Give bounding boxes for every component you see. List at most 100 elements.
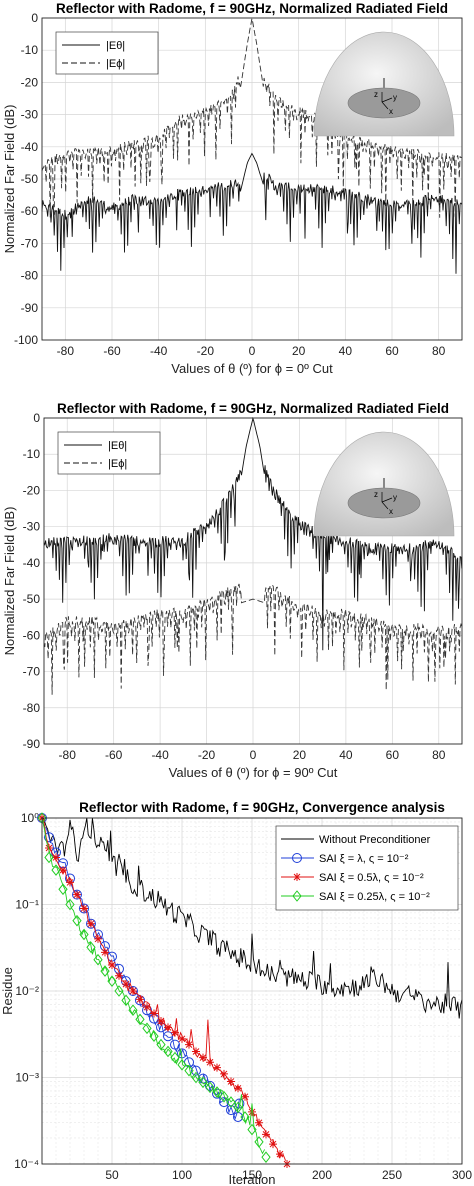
x-tick-label: 300 <box>452 1168 472 1182</box>
legend-label: SAI ξ = 0.25λ, ς = 10⁻² <box>319 891 430 903</box>
marker-diamond <box>240 1111 250 1123</box>
x-tick-label: -40 <box>150 344 168 358</box>
marker-diamond <box>142 1022 152 1035</box>
marker-asterisk <box>227 1077 235 1086</box>
series-line <box>43 583 463 695</box>
marker-asterisk <box>122 980 130 989</box>
marker-asterisk <box>136 995 144 1004</box>
marker-diamond <box>170 1051 180 1064</box>
marker-diamond <box>184 1064 194 1077</box>
series-line <box>41 18 462 218</box>
x-tick-label: 60 <box>386 748 400 762</box>
marker-asterisk <box>178 1034 186 1043</box>
marker-asterisk <box>150 1009 158 1018</box>
axis-letter: z <box>374 90 378 99</box>
chart-panel-1: -80 -60 -40 -20 0 20 40 60 80 0 -10 -20 -30 -40 -50 -60… <box>2 1 463 376</box>
y-tick-label: 0 <box>33 411 40 425</box>
x-tick-label: 200 <box>312 1168 332 1182</box>
marker-asterisk <box>73 890 81 899</box>
y-tick-label: 10⁻² <box>15 984 39 998</box>
marker-diamond <box>205 1081 215 1094</box>
y-tick-label: -70 <box>23 665 41 679</box>
marker-asterisk <box>101 948 109 957</box>
marker-asterisk <box>52 853 60 862</box>
marker-asterisk <box>157 1017 165 1025</box>
y-tick-label: -40 <box>21 140 39 154</box>
legend: Without Preconditioner SAI ξ = λ, ς = 10⁻… <box>275 825 459 911</box>
marker-asterisk <box>241 1092 249 1101</box>
y-tick-label: -80 <box>23 701 41 715</box>
x-axis-arrow <box>381 101 389 110</box>
marker-circle <box>163 1031 173 1042</box>
series-line <box>43 416 463 651</box>
marker-diamond <box>247 1123 257 1136</box>
x-tick-label: 80 <box>432 748 446 762</box>
y-tick-label: -40 <box>23 556 41 570</box>
y-tick-label: 10⁰ <box>21 811 39 825</box>
x-tick-label: -80 <box>59 748 77 762</box>
marker-asterisk <box>164 1023 172 1032</box>
marker-circle <box>219 1097 229 1108</box>
marker-diamond <box>128 1004 138 1016</box>
marker-circle <box>86 918 96 929</box>
x-tick-label: 150 <box>242 1168 262 1182</box>
legend: |Eθ| |Eϕ| <box>57 431 161 475</box>
marker-diamond <box>226 1096 236 1108</box>
axis-letter: x <box>389 507 393 516</box>
x-tick-label: 40 <box>339 344 353 358</box>
marker-asterisk <box>269 1140 277 1149</box>
y-tick-label: 0 <box>31 11 38 25</box>
y-tick-label: -50 <box>21 172 39 186</box>
marker-asterisk <box>234 1084 242 1093</box>
legend-box <box>57 431 161 475</box>
x-tick-label: 60 <box>385 344 399 358</box>
marker-asterisk <box>262 1130 270 1139</box>
y-axis-arrow <box>381 497 393 503</box>
marker-asterisk <box>129 987 137 995</box>
x-axis-arrow <box>381 501 389 510</box>
x-tick-label: -80 <box>57 344 75 358</box>
marker-asterisk <box>108 960 116 969</box>
x-tick-label: -60 <box>103 344 121 358</box>
marker-circle <box>170 1039 180 1050</box>
x-axis-label: Values of θ (º) for ϕ = 90º Cut <box>169 765 338 780</box>
x-tick-label: -20 <box>197 344 215 358</box>
legend-box <box>55 31 159 75</box>
y-axis-label: Residue <box>0 967 15 1015</box>
y-tick-label: -20 <box>23 483 41 497</box>
chart-title: Reflector with Radome, f = 90GHz, Normal… <box>56 1 448 16</box>
marker-asterisk <box>87 919 95 928</box>
y-tick-label: -60 <box>21 204 39 218</box>
y-axis-label: Normalized Far Field (dB) <box>2 507 17 656</box>
y-tick-label: -80 <box>21 269 39 283</box>
legend-label: |Eθ| <box>108 440 127 452</box>
series-line <box>41 152 463 274</box>
plot-frame <box>43 417 463 745</box>
marker-diamond <box>149 1030 159 1043</box>
marker-asterisk <box>80 904 88 913</box>
y-tick-label: -50 <box>23 592 41 606</box>
marker-asterisk <box>255 1118 263 1127</box>
x-tick-label: 250 <box>382 1168 402 1182</box>
marker-asterisk <box>94 934 102 943</box>
x-tick-label: 20 <box>293 748 307 762</box>
marker-asterisk <box>199 1053 207 1062</box>
x-tick-label: -40 <box>151 748 169 762</box>
y-tick-label: 10⁻³ <box>15 1071 39 1085</box>
y-tick-label: -70 <box>21 236 39 250</box>
marker-diamond <box>44 851 54 864</box>
legend-label: |Eθ| <box>106 40 125 52</box>
axis-letter: x <box>389 107 393 116</box>
chart-panel-3: 50 100 150 200 250 300 10⁻⁴ 10⁻³ 10⁻² 10⁻¹ 10⁰ Refl… <box>0 800 472 1186</box>
plot-frame <box>41 817 463 1165</box>
marker-diamond <box>79 928 89 941</box>
marker-circle <box>72 889 82 900</box>
marker-circle <box>79 903 89 914</box>
marker-diamond <box>65 898 75 911</box>
reflector-dish <box>347 87 421 119</box>
axis-letter: y <box>393 493 397 502</box>
y-tick-label: -10 <box>21 43 39 57</box>
x-tick-label: 0 <box>250 748 257 762</box>
series-line <box>41 817 265 1155</box>
